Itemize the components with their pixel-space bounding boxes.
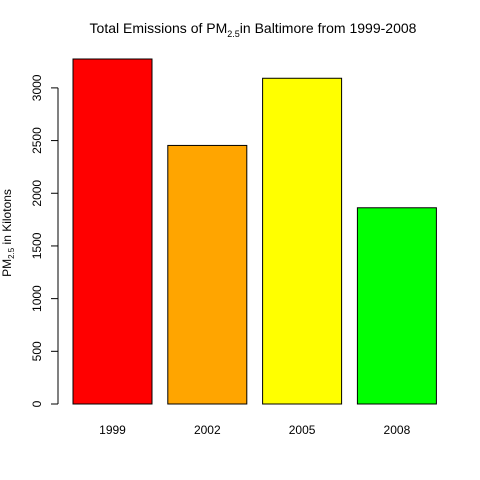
x-tick-label-2005: 2005: [289, 423, 316, 437]
bar-2002: [167, 144, 248, 405]
bar-2005: [262, 77, 343, 405]
y-axis-label-subscript: 2.5: [7, 247, 16, 259]
bar-group: [72, 58, 437, 405]
y-tick-label: 1000: [30, 285, 44, 312]
y-axis-label-suffix: in Kilotons: [0, 189, 14, 248]
chart-title: Total Emissions of PM2.5in Baltimore fro…: [90, 20, 417, 39]
bar-1999: [72, 58, 153, 405]
x-tick-label-1999: 1999: [99, 423, 126, 437]
y-tick-label: 2500: [30, 127, 44, 154]
y-axis: 0 500 1000 1500 2000 2500 3000: [30, 74, 59, 407]
y-tick-label: 500: [30, 341, 44, 361]
y-tick-label: 1500: [30, 232, 44, 259]
y-tick-label: 3000: [30, 74, 44, 101]
y-axis-label-prefix: PM: [0, 259, 14, 277]
x-tick-label-2008: 2008: [384, 423, 411, 437]
x-axis-labels: 1999 2002 2005 2008: [99, 423, 410, 437]
y-tick-label: 2000: [30, 180, 44, 207]
bar-2008: [356, 207, 437, 405]
chart-title-subscript: 2.5: [227, 29, 240, 39]
chart-title-suffix: in Baltimore from 1999-2008: [240, 20, 417, 36]
y-axis-label: PM2.5 in Kilotons: [0, 189, 16, 277]
y-tick-label: 0: [30, 400, 44, 407]
chart-title-prefix: Total Emissions of PM: [90, 20, 228, 36]
x-tick-label-2002: 2002: [194, 423, 221, 437]
